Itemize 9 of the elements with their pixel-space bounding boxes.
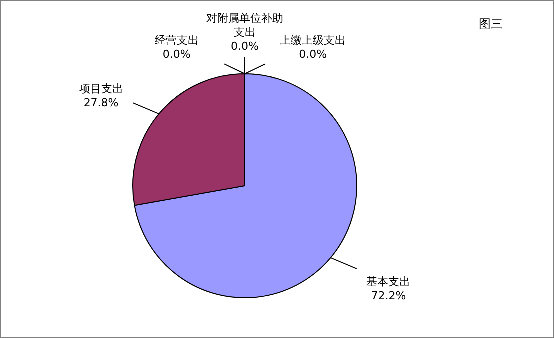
text: 图三 xyxy=(479,17,503,31)
slice-label: 基本支出 xyxy=(366,275,411,288)
data-label: 72.2% xyxy=(371,289,406,302)
text: 0.0% xyxy=(231,40,259,53)
data-label: 27.8% xyxy=(84,96,119,110)
text: 0.0% xyxy=(162,48,191,62)
text: 0.0% xyxy=(299,48,328,62)
category-label: 经营支出 xyxy=(154,34,199,48)
slice-label: 项目支出 xyxy=(79,82,124,96)
